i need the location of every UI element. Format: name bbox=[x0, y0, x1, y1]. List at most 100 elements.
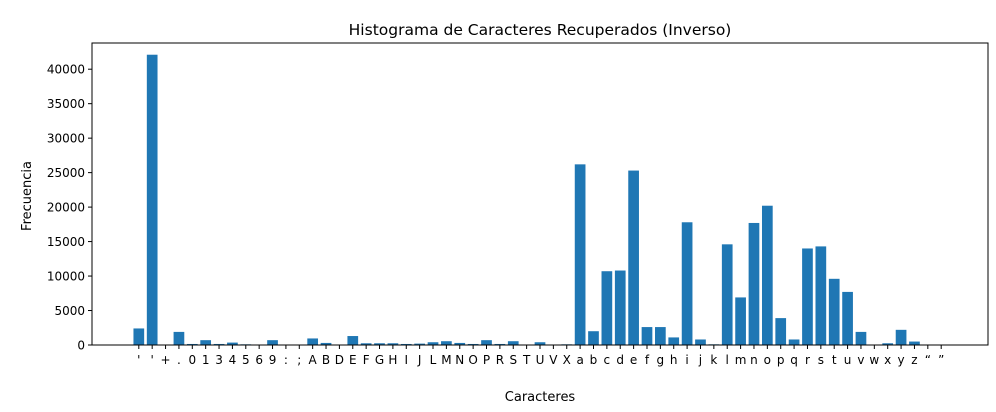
x-tick-label: 9 bbox=[269, 353, 277, 367]
bar bbox=[588, 331, 599, 345]
x-tick-label: U bbox=[536, 353, 545, 367]
x-tick-label: L bbox=[430, 353, 437, 367]
x-tick-label: 6 bbox=[255, 353, 263, 367]
x-tick-label: D bbox=[335, 353, 344, 367]
bar bbox=[147, 55, 158, 345]
x-tick-label: O bbox=[468, 353, 477, 367]
bar bbox=[133, 328, 144, 345]
x-tick-label: ' bbox=[151, 353, 154, 367]
x-tick-label: i bbox=[685, 353, 688, 367]
x-tick-label: + bbox=[161, 353, 171, 367]
x-tick-label: o bbox=[764, 353, 771, 367]
bar bbox=[307, 338, 318, 345]
bar bbox=[802, 248, 813, 345]
x-tick-label: g bbox=[657, 353, 665, 367]
x-tick-label: 4 bbox=[229, 353, 237, 367]
bar bbox=[347, 336, 358, 345]
bar bbox=[775, 318, 786, 345]
x-tick-label: N bbox=[455, 353, 464, 367]
x-tick-label: 1 bbox=[202, 353, 210, 367]
x-tick-label: j bbox=[698, 353, 702, 367]
bar bbox=[200, 340, 211, 345]
chart-title: Histograma de Caracteres Recuperados (In… bbox=[349, 21, 732, 39]
bar bbox=[668, 337, 679, 345]
x-tick-label: P bbox=[483, 353, 490, 367]
x-tick-label: b bbox=[590, 353, 598, 367]
x-tick-label: . bbox=[177, 353, 181, 367]
y-tick-label: 10000 bbox=[47, 270, 85, 284]
x-axis-label: Caracteres bbox=[505, 390, 576, 405]
x-tick-label: a bbox=[576, 353, 583, 367]
bar bbox=[441, 341, 452, 345]
bar bbox=[481, 340, 492, 345]
x-tick-label: 3 bbox=[215, 353, 223, 367]
bar bbox=[842, 292, 853, 345]
x-tick-label: q bbox=[790, 353, 798, 367]
bar bbox=[575, 164, 586, 345]
x-tick-label: 0 bbox=[188, 353, 196, 367]
x-tick-label: F bbox=[363, 353, 370, 367]
x-tick-label: T bbox=[522, 353, 531, 367]
x-tick-label: I bbox=[404, 353, 408, 367]
x-tick-label: A bbox=[309, 353, 318, 367]
x-tick-label: t bbox=[832, 353, 837, 367]
bar bbox=[722, 244, 733, 345]
x-tick-label: R bbox=[496, 353, 504, 367]
y-tick-label: 35000 bbox=[47, 97, 85, 111]
x-tick-label: e bbox=[630, 353, 637, 367]
bar bbox=[682, 222, 693, 345]
x-tick-label: r bbox=[805, 353, 810, 367]
bar bbox=[762, 206, 773, 345]
x-tick-label: y bbox=[898, 353, 905, 367]
bar bbox=[789, 339, 800, 345]
y-tick-label: 0 bbox=[77, 339, 85, 353]
bar bbox=[267, 340, 278, 345]
bar bbox=[602, 271, 613, 345]
x-tick-label: : bbox=[284, 353, 288, 367]
bar bbox=[642, 327, 653, 345]
bar bbox=[655, 327, 666, 345]
x-tick-label: p bbox=[777, 353, 785, 367]
y-tick-label: 40000 bbox=[47, 63, 85, 77]
bar bbox=[615, 271, 626, 345]
bar bbox=[815, 246, 826, 345]
x-tick-label: H bbox=[388, 353, 397, 367]
x-tick-label: d bbox=[616, 353, 624, 367]
x-tick-label: B bbox=[322, 353, 330, 367]
x-tick-label: k bbox=[710, 353, 717, 367]
bar bbox=[695, 339, 706, 345]
y-axis-label: Frecuencia bbox=[20, 161, 35, 231]
x-tick-label: z bbox=[911, 353, 917, 367]
x-tick-label: E bbox=[349, 353, 357, 367]
x-tick-label: V bbox=[549, 353, 558, 367]
bar bbox=[856, 332, 867, 345]
y-tick-label: 5000 bbox=[54, 304, 85, 318]
bar bbox=[829, 279, 840, 345]
x-tick-label: X bbox=[563, 353, 571, 367]
x-tick-label: x bbox=[884, 353, 891, 367]
x-tick-label: S bbox=[509, 353, 517, 367]
y-tick-label: 20000 bbox=[47, 201, 85, 215]
bar bbox=[909, 342, 920, 345]
x-tick-label: M bbox=[441, 353, 451, 367]
x-tick-label: s bbox=[818, 353, 824, 367]
bar bbox=[174, 332, 185, 345]
x-tick-label: “ bbox=[925, 353, 931, 367]
bar bbox=[749, 223, 760, 345]
x-tick-label: l bbox=[726, 353, 729, 367]
x-tick-label: J bbox=[417, 353, 422, 367]
x-tick-label: ' bbox=[137, 353, 140, 367]
x-tick-label: ” bbox=[938, 353, 944, 367]
x-tick-label: 5 bbox=[242, 353, 250, 367]
x-tick-label: h bbox=[670, 353, 678, 367]
y-tick-label: 25000 bbox=[47, 166, 85, 180]
x-tick-label: u bbox=[844, 353, 852, 367]
x-tick-label: w bbox=[869, 353, 879, 367]
x-tick-label: n bbox=[750, 353, 758, 367]
y-tick-label: 30000 bbox=[47, 132, 85, 146]
x-tick-label: ; bbox=[297, 353, 301, 367]
bar bbox=[896, 330, 907, 345]
x-tick-label: v bbox=[857, 353, 864, 367]
